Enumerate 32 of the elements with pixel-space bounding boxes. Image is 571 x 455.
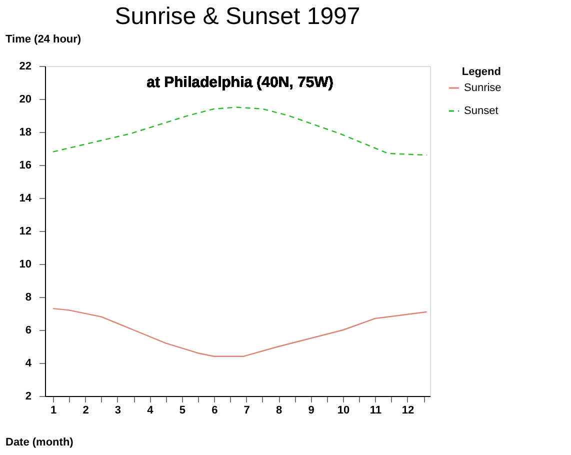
text: at Philadelphia (40N, 75W)	[146, 74, 334, 91]
x-tick-label: 1	[50, 404, 57, 416]
x-axis-title: Date (month)	[6, 436, 74, 448]
x-tick-label: 5	[179, 404, 186, 416]
chart-title: Sunrise & Sunset 1997	[114, 3, 360, 30]
y-tick-label: 14	[19, 192, 32, 204]
y-tick-label: 20	[19, 94, 32, 106]
line-series	[52, 308, 428, 357]
y-tick-label: 16	[19, 160, 32, 172]
x-tick-label: 2	[82, 404, 89, 416]
y-axis-title: Time (24 hour)	[6, 34, 82, 46]
x-tick-label: 3	[114, 404, 122, 416]
x-tick-label: 10	[337, 404, 350, 416]
x-tick-label: 12	[402, 404, 414, 416]
y-tick-label: 4	[25, 358, 32, 370]
x-tick-label: 7	[244, 404, 250, 416]
y-tick-label: 8	[25, 292, 32, 304]
legend-title: Legend	[462, 66, 501, 78]
y-tick-label: 22	[19, 60, 32, 72]
y-tick-label: 18	[19, 126, 32, 138]
x-tick-label: 4	[147, 404, 154, 416]
x-tick-label: 8	[276, 404, 282, 416]
line-series	[52, 106, 428, 156]
legend-label: Sunset	[464, 105, 498, 117]
x-tick-label: 9	[308, 404, 314, 416]
y-tick-label: 10	[19, 258, 32, 270]
legend-label: Sunrise	[464, 82, 502, 94]
x-tick-label: 11	[370, 404, 382, 416]
y-tick-label: 12	[19, 226, 32, 238]
y-tick-label: 6	[25, 324, 32, 336]
x-tick-label: 6	[212, 404, 218, 416]
y-tick-label: 2	[25, 390, 32, 402]
